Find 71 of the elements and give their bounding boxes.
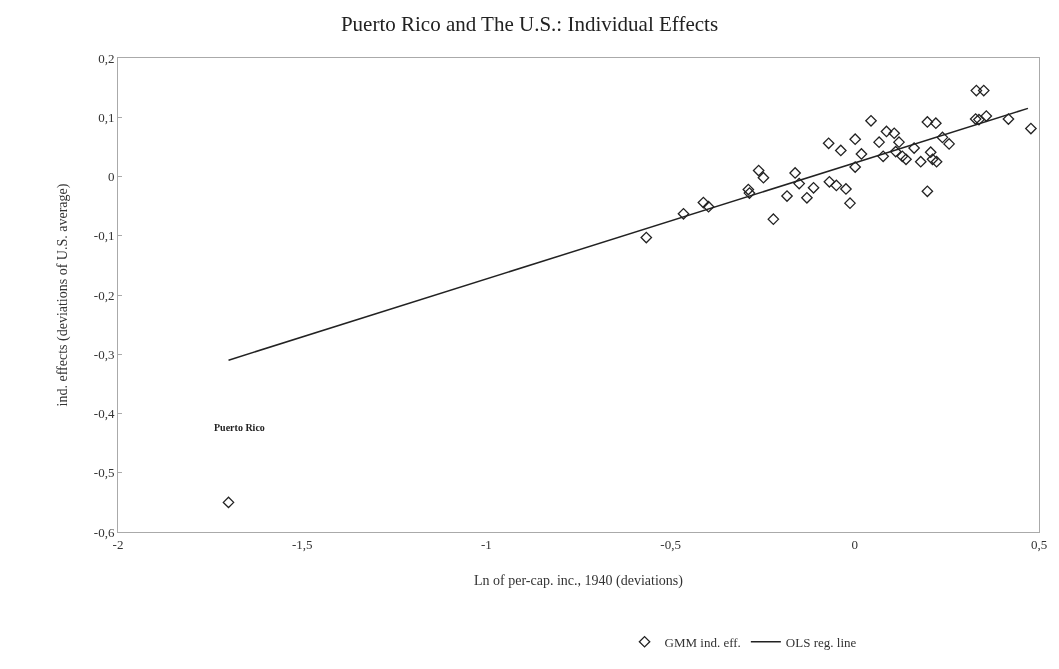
legend-label: GMM ind. eff. xyxy=(664,634,741,650)
point xyxy=(834,144,847,157)
point xyxy=(970,84,983,97)
point xyxy=(702,200,715,213)
point xyxy=(926,153,939,166)
point xyxy=(880,125,893,138)
point xyxy=(930,155,943,168)
x-tick-label: -1 xyxy=(480,536,492,552)
point xyxy=(677,207,690,220)
point xyxy=(888,127,901,140)
x-tick-label: 0,5 xyxy=(1030,536,1048,552)
point xyxy=(742,183,755,196)
point xyxy=(873,136,885,148)
y-tick-label: 0,2 xyxy=(98,50,115,66)
point xyxy=(640,231,653,244)
legend-label: OLS reg. line xyxy=(785,634,857,650)
point xyxy=(969,113,982,125)
point xyxy=(789,167,801,179)
point xyxy=(924,146,937,159)
point xyxy=(877,150,890,163)
point xyxy=(849,133,862,146)
point xyxy=(849,161,862,173)
point xyxy=(807,181,820,194)
point xyxy=(767,213,780,226)
point xyxy=(743,187,756,199)
point xyxy=(900,153,912,166)
chart-title: Puerto Rico and The U.S.: Individual Effects xyxy=(340,12,719,37)
point xyxy=(844,197,856,210)
point xyxy=(977,84,990,97)
y-tick-label: -0,5 xyxy=(93,465,115,481)
point xyxy=(914,155,927,168)
x-tick-label: -1,5 xyxy=(291,536,313,552)
point xyxy=(222,496,235,509)
y-tick-label: 0 xyxy=(107,169,115,185)
y-tick-label: -0,4 xyxy=(93,406,115,422)
point xyxy=(943,138,955,150)
x-tick-label: -2 xyxy=(112,536,124,552)
point xyxy=(757,171,770,184)
x-tick-label: -0,5 xyxy=(660,536,681,552)
y-tick-label: -0,6 xyxy=(93,524,115,540)
point xyxy=(936,131,949,144)
point xyxy=(801,191,813,204)
point xyxy=(855,148,868,160)
point xyxy=(830,179,843,192)
annotation: Puerto Rico xyxy=(214,422,265,433)
point xyxy=(896,150,909,163)
y-tick-label: -0,2 xyxy=(93,287,115,303)
point xyxy=(865,114,877,127)
y-tick-label: -0,1 xyxy=(93,228,115,244)
point xyxy=(930,117,942,130)
point xyxy=(781,190,793,202)
point xyxy=(980,110,993,122)
point xyxy=(908,142,920,154)
point xyxy=(1002,113,1015,125)
point xyxy=(697,196,710,209)
point xyxy=(793,177,806,190)
x-tick-label: 0 xyxy=(851,536,859,552)
x-axis-title: Ln of per-cap. inc., 1940 (deviations) xyxy=(474,572,684,589)
y-tick-label: 0,1 xyxy=(98,109,115,125)
point xyxy=(921,185,934,198)
point xyxy=(973,113,985,126)
point xyxy=(1025,122,1037,135)
point xyxy=(752,164,765,177)
y-tick-label: -0,3 xyxy=(93,346,115,362)
point xyxy=(822,137,835,150)
point xyxy=(921,116,934,128)
point xyxy=(893,136,905,148)
y-axis-title: ind. effects (deviations of U.S. average) xyxy=(55,183,72,407)
point xyxy=(823,175,836,188)
point xyxy=(889,145,902,158)
point xyxy=(840,183,852,195)
